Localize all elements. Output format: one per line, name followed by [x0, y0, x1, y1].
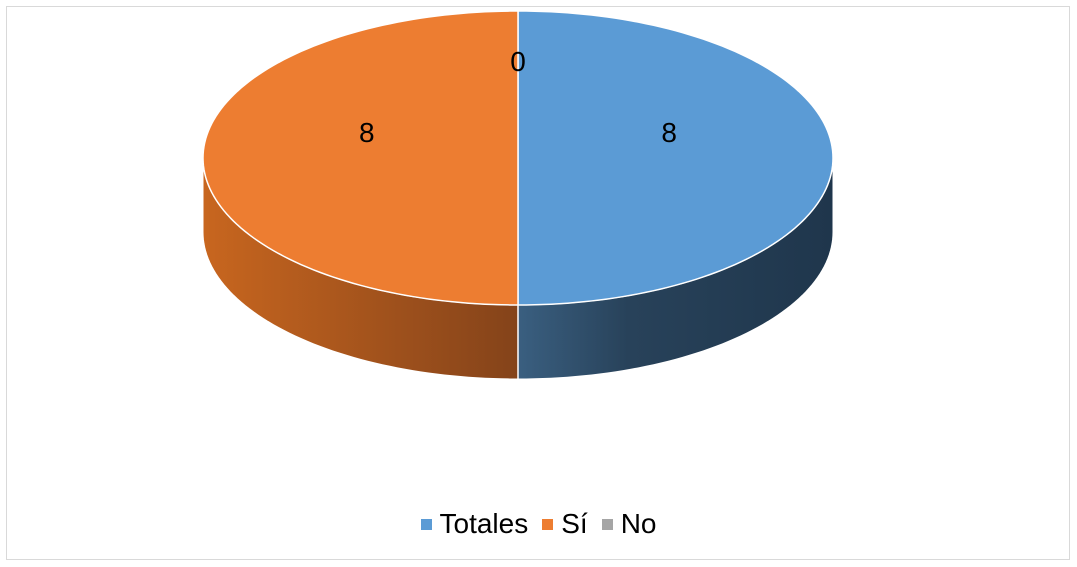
legend-label-si: Sí [561, 508, 588, 539]
legend: Totales Sí No [0, 508, 1077, 540]
pie-top [202, 10, 834, 306]
legend-item-no: No [601, 508, 657, 540]
legend-swatch-no [601, 518, 613, 530]
data-label-no: 0 [510, 46, 526, 77]
legend-swatch-si [542, 518, 554, 530]
legend-item-si: Sí [542, 508, 588, 540]
pie-slice-totales [517, 10, 834, 306]
legend-label-no: No [620, 508, 657, 539]
legend-item-totales: Totales [420, 508, 529, 540]
legend-swatch-totales [420, 518, 432, 530]
data-label-totales: 8 [661, 117, 677, 148]
pie-labels: 8 8 0 [359, 46, 677, 148]
pie-slice-si [202, 10, 519, 306]
data-label-si: 8 [359, 117, 375, 148]
legend-label-totales: Totales [439, 508, 529, 539]
